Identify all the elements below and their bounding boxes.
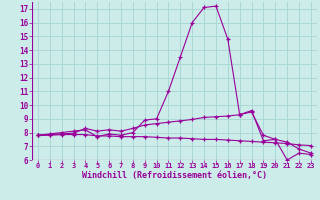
X-axis label: Windchill (Refroidissement éolien,°C): Windchill (Refroidissement éolien,°C) [82, 171, 267, 180]
